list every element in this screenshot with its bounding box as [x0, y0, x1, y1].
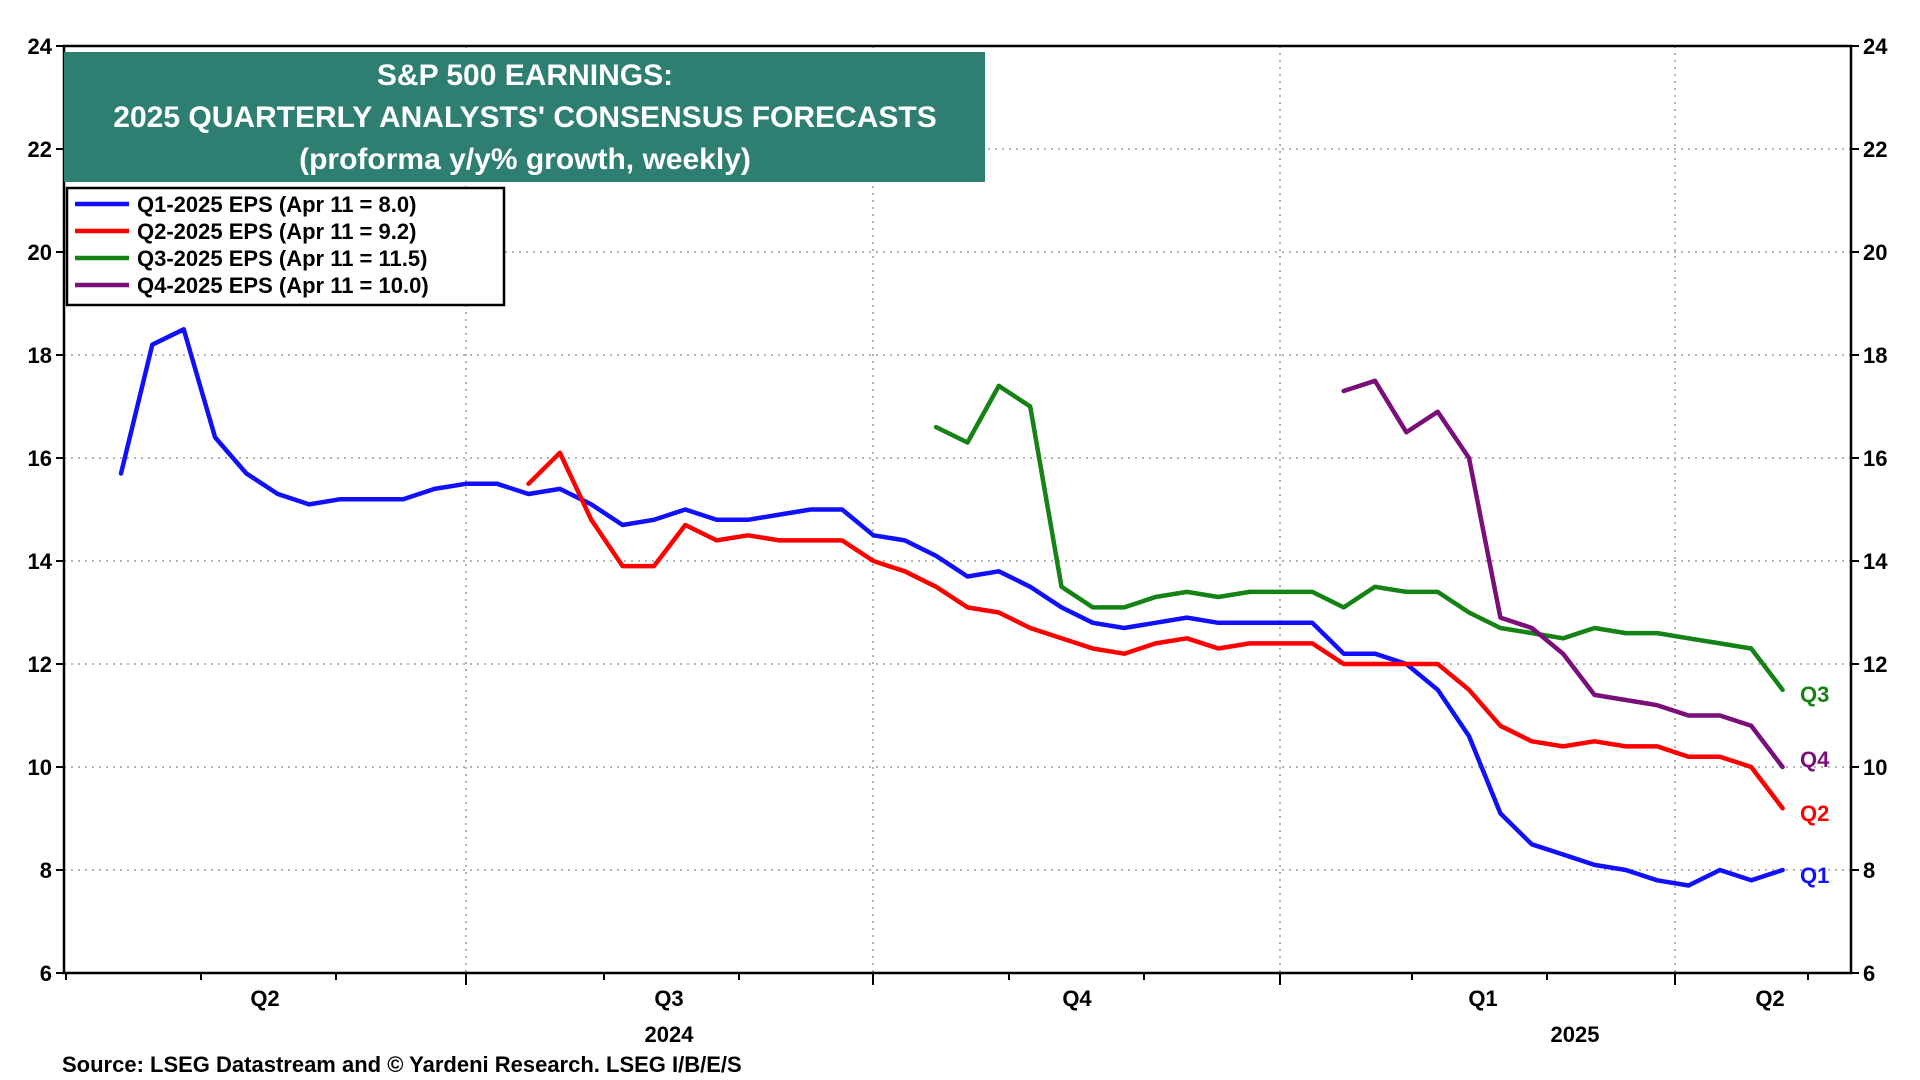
x-quarter-label-q4-2024: Q4 [1062, 986, 1092, 1011]
y-tick-label-right: 22 [1863, 137, 1887, 162]
end-label-q2: Q2 [1800, 801, 1829, 826]
y-tick-label-left: 10 [28, 755, 52, 780]
title-line-2: 2025 QUARTERLY ANALYSTS' CONSENSUS FOREC… [113, 101, 936, 134]
x-year-label-2024: 2024 [645, 1022, 695, 1047]
y-tick-label-right: 14 [1863, 549, 1888, 574]
legend-box [65, 186, 506, 307]
chart-title: S&P 500 EARNINGS: 2025 QUARTERLY ANALYST… [64, 52, 985, 182]
x-year-label-2025: 2025 [1551, 1022, 1600, 1047]
source-note: Source: LSEG Datastream and © Yardeni Re… [62, 1052, 742, 1077]
title-line-3: (proforma y/y% growth, weekly) [299, 143, 751, 176]
plot-area-frame [62, 44, 1853, 975]
legend-label-q3: Q3-2025 EPS (Apr 11 = 11.5) [137, 246, 427, 271]
legend-label-q1: Q1-2025 EPS (Apr 11 = 8.0) [137, 192, 416, 217]
y-tick-label-left: 8 [40, 858, 52, 883]
y-tick-label-right: 20 [1863, 240, 1887, 265]
series-end-labels: Q3 Q4 Q2 Q1 [1800, 682, 1830, 888]
y-tick-label-left: 12 [28, 652, 52, 677]
series-line-q3 [933, 383, 1785, 693]
title-box [64, 52, 985, 182]
x-quarter-label-q1-2025: Q1 [1468, 986, 1497, 1011]
series-lines [118, 327, 1785, 888]
legend-label-q2: Q2-2025 EPS (Apr 11 = 9.2) [137, 219, 416, 244]
end-label-q4: Q4 [1800, 747, 1830, 772]
y-tick-label-left: 20 [28, 240, 52, 265]
y-tick-label-right: 18 [1863, 343, 1887, 368]
axes: 6 6 8 8 10 10 12 12 14 14 16 16 18 18 20 20 22 22 24 24 [28, 34, 1889, 986]
y-tick-label-right: 24 [1863, 34, 1888, 59]
y-tick-label-left: 24 [28, 34, 53, 59]
y-tick-label-left: 22 [28, 137, 52, 162]
y-tick-label-right: 12 [1863, 652, 1887, 677]
x-quarter-label-q2-2025: Q2 [1755, 986, 1784, 1011]
y-tick-label-left: 14 [28, 549, 53, 574]
y-tick-label-left: 18 [28, 343, 52, 368]
series-line-q2 [526, 450, 1785, 811]
legend-label-q4: Q4-2025 EPS (Apr 11 = 10.0) [137, 273, 429, 298]
end-label-q3: Q3 [1800, 682, 1829, 707]
gridlines [64, 46, 1851, 973]
y-tick-label-right: 6 [1863, 961, 1875, 986]
legend: Q1-2025 EPS (Apr 11 = 8.0) Q2-2025 EPS (… [65, 186, 506, 307]
series-line-q1 [118, 327, 1785, 888]
x-quarter-label-q3-2024: Q3 [654, 986, 683, 1011]
y-tick-label-right: 10 [1863, 755, 1887, 780]
y-tick-label-left: 6 [40, 961, 52, 986]
y-tick-label-right: 8 [1863, 858, 1875, 883]
y-tick-label-right: 16 [1863, 446, 1887, 471]
title-line-1: S&P 500 EARNINGS: [377, 59, 673, 92]
series-line-q4 [1341, 378, 1785, 770]
end-label-q1: Q1 [1800, 863, 1829, 888]
y-tick-label-left: 16 [28, 446, 52, 471]
x-axis-labels: Q2 Q3 Q4 Q1 Q2 2024 2025 [250, 986, 1784, 1047]
x-quarter-label-q2-2024: Q2 [250, 986, 279, 1011]
